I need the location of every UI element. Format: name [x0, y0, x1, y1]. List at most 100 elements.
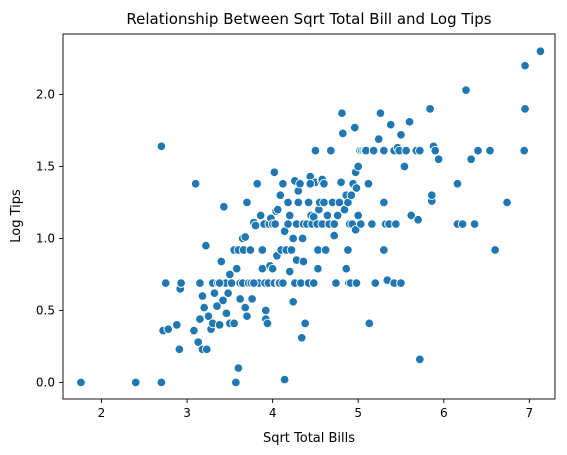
data-point: [319, 178, 329, 189]
data-point: [415, 145, 425, 156]
data-point: [197, 291, 208, 301]
data-point: [270, 219, 280, 229]
data-point: [535, 46, 546, 57]
data-point: [273, 204, 283, 215]
data-point: [356, 219, 366, 229]
x-tick-label: 7: [526, 406, 534, 420]
data-point: [469, 219, 480, 229]
data-point: [249, 278, 259, 288]
data-point: [368, 145, 379, 156]
data-point: [404, 117, 415, 127]
y-tick-label: 1.5: [36, 159, 55, 173]
data-point: [297, 233, 308, 244]
data-point: [473, 145, 483, 156]
data-point: [351, 278, 362, 288]
data-point: [286, 245, 297, 255]
data-point: [242, 197, 252, 208]
data-point: [375, 108, 386, 118]
data-point: [379, 145, 389, 156]
data-point: [391, 219, 401, 229]
data-point: [176, 278, 186, 288]
data-point: [466, 154, 476, 165]
data-point: [240, 232, 250, 242]
data-point: [379, 245, 389, 255]
data-point: [160, 278, 171, 288]
data-point: [201, 240, 211, 251]
data-point: [163, 324, 173, 334]
data-point: [329, 230, 339, 241]
data-point: [331, 278, 341, 288]
data-point: [452, 178, 463, 189]
data-point: [242, 311, 252, 321]
data-point: [329, 219, 339, 229]
plot-area-frame: [62, 33, 556, 400]
data-point: [370, 278, 381, 288]
data-point: [353, 161, 363, 172]
data-point: [247, 294, 257, 304]
data-point: [189, 325, 199, 336]
data-point: [319, 197, 329, 208]
data-point: [520, 104, 530, 114]
data-point: [216, 256, 227, 267]
data-point: [218, 295, 228, 306]
data-point: [219, 202, 229, 212]
data-point: [396, 278, 406, 288]
data-point: [130, 377, 141, 388]
data-point: [278, 178, 288, 189]
data-point: [519, 145, 529, 156]
data-point: [430, 145, 440, 156]
data-point: [279, 374, 290, 385]
data-point: [341, 263, 351, 274]
data-point: [353, 210, 363, 221]
data-point: [332, 210, 343, 221]
data-point: [293, 197, 304, 208]
data-point: [283, 219, 293, 229]
data-point: [262, 318, 273, 329]
x-tick-label: 4: [269, 406, 277, 420]
data-point: [209, 288, 220, 298]
data-point: [296, 333, 307, 343]
data-point: [250, 220, 261, 231]
y-tick-label: 0.5: [36, 303, 55, 317]
data-point: [214, 320, 225, 330]
data-point: [255, 210, 266, 221]
data-point: [433, 154, 444, 165]
y-axis-label: Log Tips: [9, 189, 24, 243]
data-point: [336, 177, 346, 188]
data-point: [373, 134, 384, 144]
data-point: [490, 245, 500, 255]
data-point: [322, 210, 333, 221]
data-point: [283, 197, 293, 208]
data-point: [193, 337, 203, 347]
data-point: [267, 263, 278, 274]
data-point: [285, 266, 295, 277]
data-point: [257, 245, 268, 255]
data-point: [401, 145, 411, 156]
data-point: [305, 178, 316, 189]
data-point: [199, 302, 209, 313]
data-point: [275, 190, 286, 201]
data-point: [427, 190, 437, 201]
y-tick-label: 2.0: [36, 87, 55, 101]
data-point: [174, 344, 185, 355]
chart-title: Relationship Between Sqrt Total Bill and…: [126, 10, 491, 28]
data-point: [367, 219, 377, 229]
data-point: [221, 308, 232, 319]
data-point: [226, 278, 237, 288]
data-point: [343, 245, 353, 255]
data-point: [415, 354, 425, 365]
data-point: [502, 197, 512, 208]
data-point: [300, 318, 310, 329]
data-point: [156, 377, 167, 388]
data-point: [303, 197, 314, 208]
data-point: [233, 363, 244, 373]
data-point: [245, 245, 256, 255]
data-point: [229, 318, 239, 329]
y-tick-label: 0.0: [36, 375, 55, 389]
data-point: [156, 141, 167, 152]
data-point: [285, 210, 295, 221]
data-point: [203, 311, 214, 321]
data-point: [338, 128, 348, 139]
data-points: [76, 46, 546, 388]
